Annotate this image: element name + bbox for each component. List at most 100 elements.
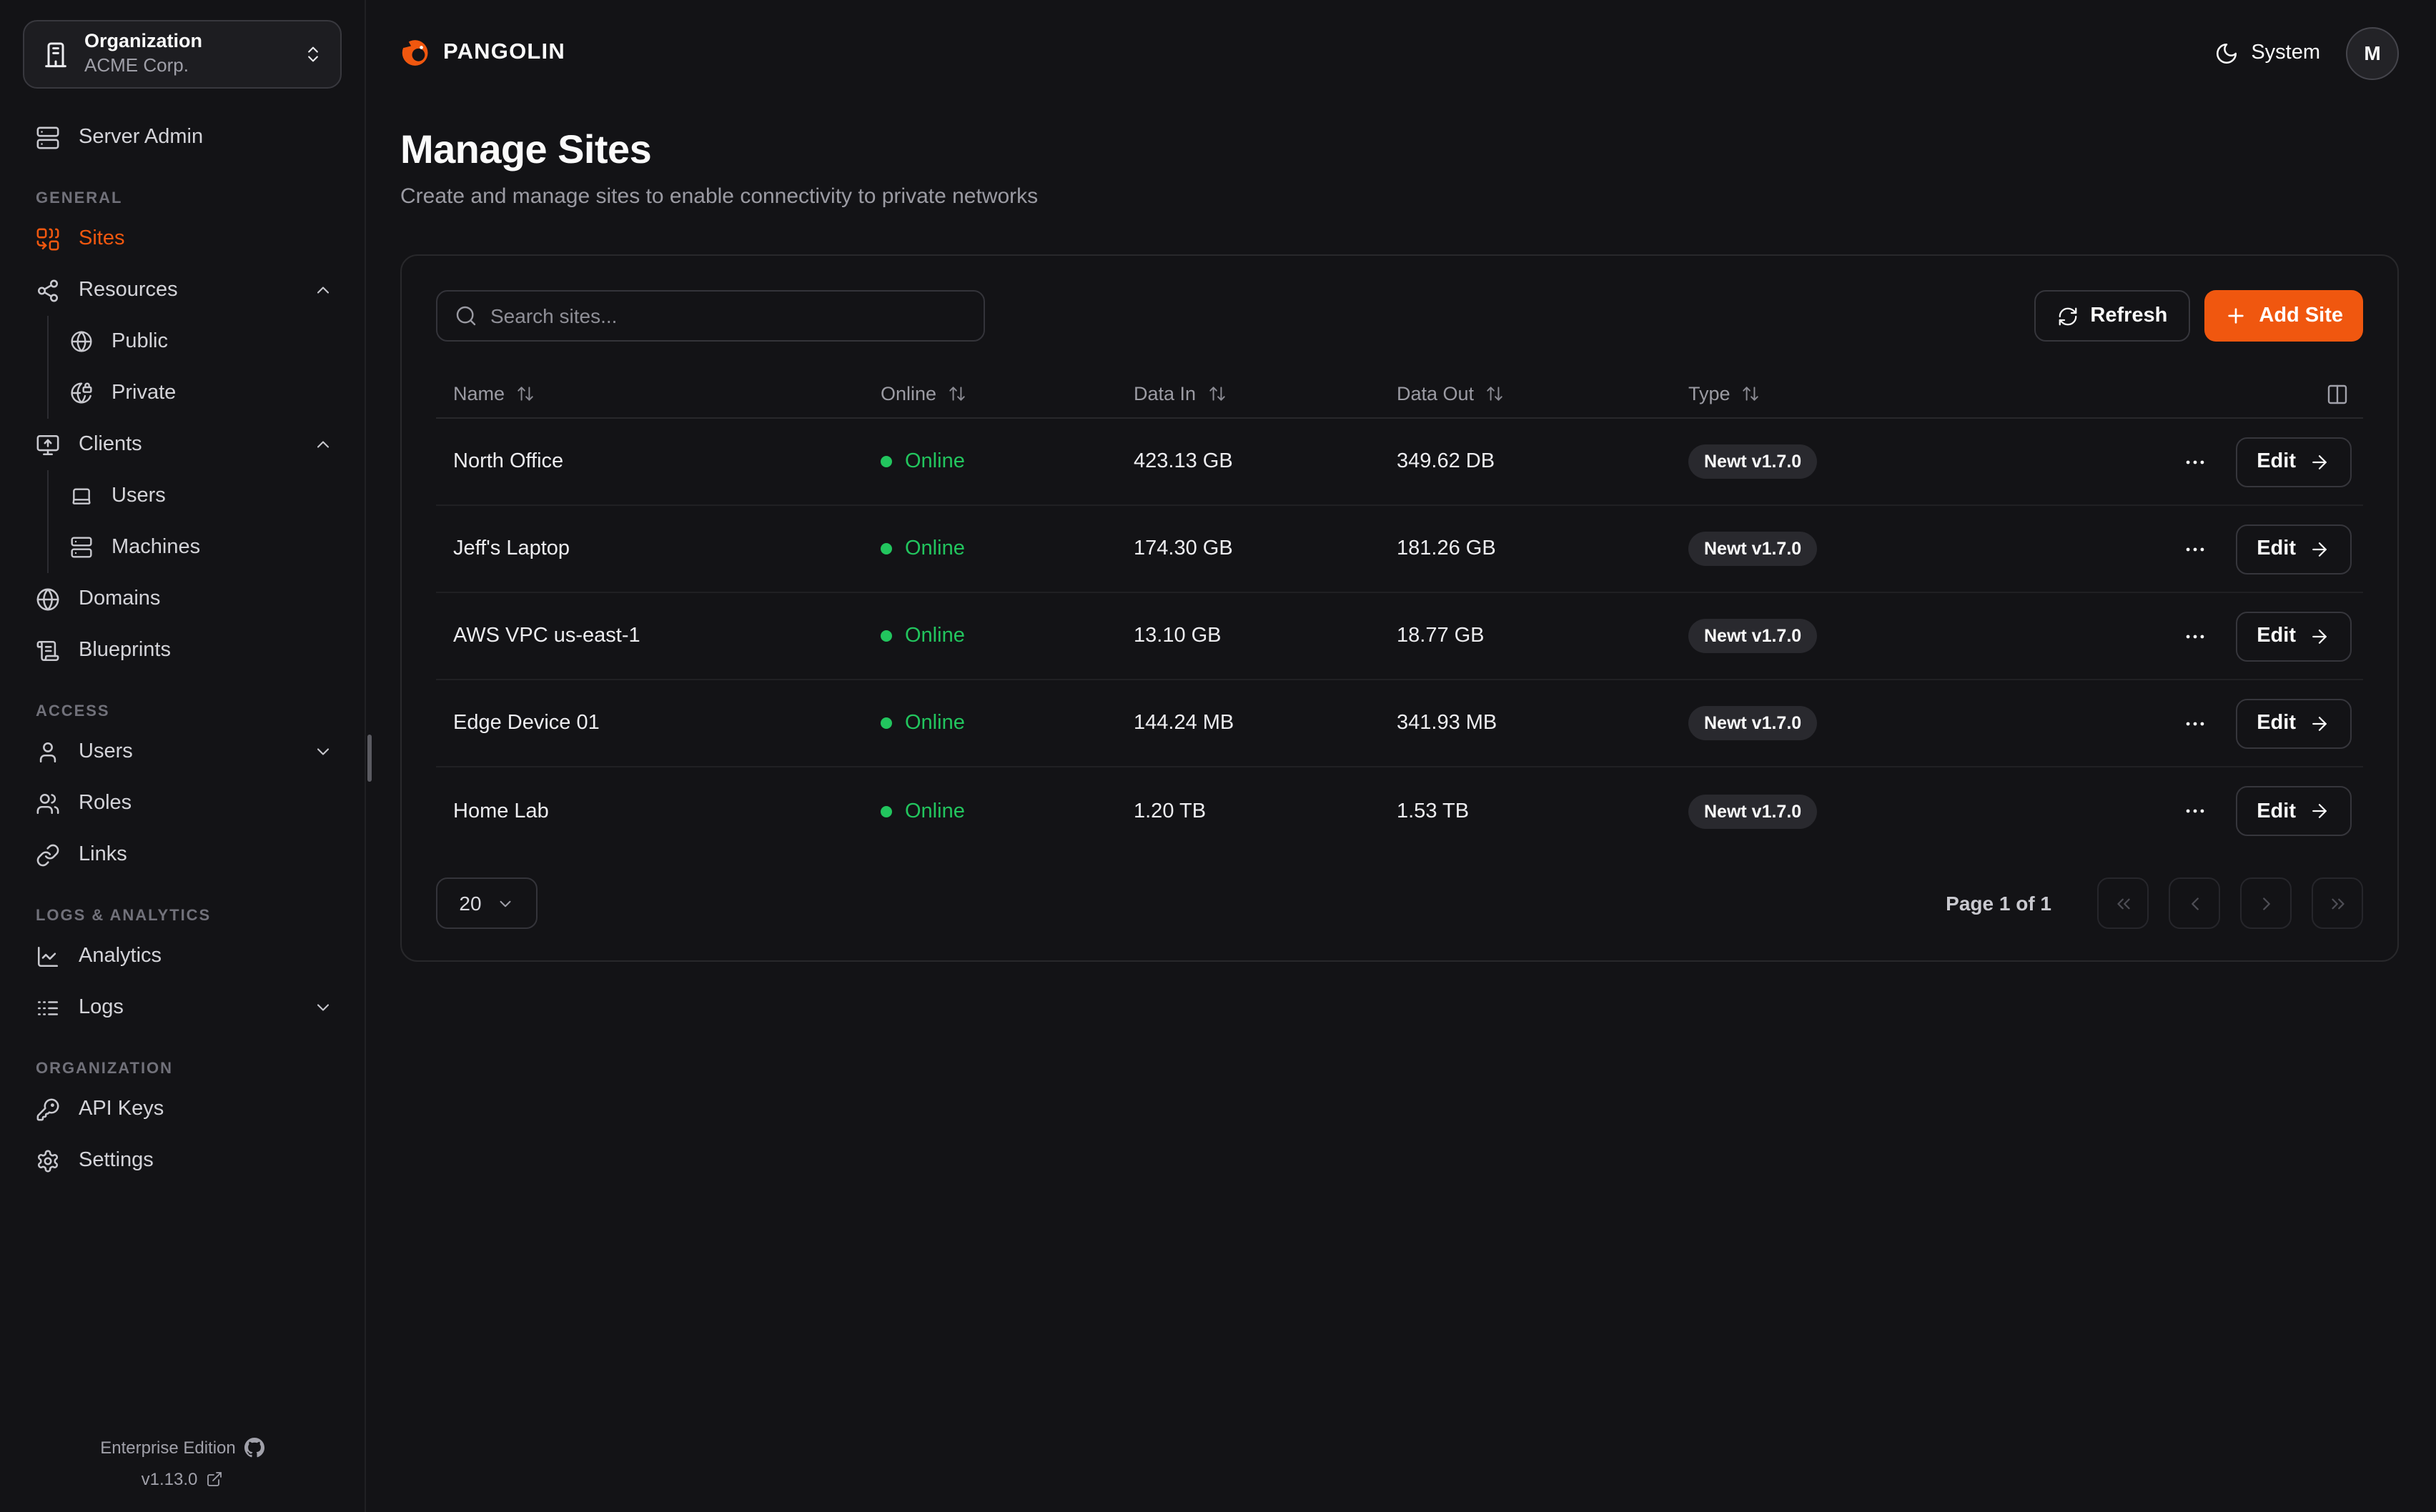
column-visibility-button[interactable] bbox=[2326, 382, 2349, 405]
row-menu-button[interactable] bbox=[2177, 531, 2212, 567]
online-dot bbox=[881, 630, 892, 642]
sidebar-nav: Server Admin GENERAL Sites Resources Pub… bbox=[0, 89, 365, 1512]
edit-button[interactable]: Edit bbox=[2235, 524, 2352, 574]
avatar[interactable]: M bbox=[2346, 26, 2399, 79]
chevron-up-icon bbox=[313, 434, 333, 454]
theme-toggle[interactable]: System bbox=[2214, 41, 2320, 65]
site-status: Online bbox=[863, 625, 1116, 647]
org-switcher-label: Organization bbox=[84, 30, 203, 52]
column-header-type[interactable]: Type bbox=[1671, 383, 2014, 404]
sidebar-item-blueprints[interactable]: Blueprints bbox=[0, 625, 365, 676]
site-data-in: 1.20 TB bbox=[1134, 800, 1207, 822]
sidebar-item-server-admin[interactable]: Server Admin bbox=[0, 111, 365, 163]
page-size-select[interactable]: 20 bbox=[436, 877, 538, 929]
pangolin-logo bbox=[400, 37, 432, 69]
site-status: Online bbox=[863, 450, 1116, 473]
type-badge: Newt v1.7.0 bbox=[1688, 794, 1818, 828]
column-header-name[interactable]: Name bbox=[436, 383, 863, 404]
refresh-button[interactable]: Refresh bbox=[2034, 290, 2191, 342]
site-name: Edge Device 01 bbox=[453, 712, 600, 735]
table-body: North Office Online 423.13 GB 349.62 DB … bbox=[436, 419, 2363, 855]
chevrons-up-down-icon bbox=[303, 44, 323, 64]
row-menu-button[interactable] bbox=[2177, 618, 2212, 654]
org-switcher[interactable]: Organization ACME Corp. bbox=[23, 20, 342, 89]
sidebar-item-client-users[interactable]: Users bbox=[49, 470, 365, 522]
column-header-data-in[interactable]: Data In bbox=[1116, 383, 1380, 404]
online-dot bbox=[881, 543, 892, 554]
site-status: Online bbox=[863, 800, 1116, 822]
sidebar-item-logs[interactable]: Logs bbox=[0, 982, 365, 1033]
search-input[interactable] bbox=[490, 304, 966, 327]
add-site-button[interactable]: Add Site bbox=[2204, 290, 2363, 342]
row-menu-button[interactable] bbox=[2177, 793, 2212, 829]
type-badge: Newt v1.7.0 bbox=[1688, 444, 1818, 479]
sidebar-item-links[interactable]: Links bbox=[0, 829, 365, 880]
sidebar-item-machines[interactable]: Machines bbox=[49, 522, 365, 573]
sidebar-resize-handle[interactable] bbox=[367, 735, 372, 782]
arrow-right-icon bbox=[2309, 538, 2330, 559]
sidebar-item-private[interactable]: Private bbox=[49, 367, 365, 419]
sort-icon bbox=[516, 384, 535, 403]
sort-icon bbox=[1207, 384, 1226, 403]
edit-button[interactable]: Edit bbox=[2235, 786, 2352, 836]
previous-page-button[interactable] bbox=[2169, 877, 2220, 929]
sidebar-item-domains[interactable]: Domains bbox=[0, 573, 365, 625]
edit-button[interactable]: Edit bbox=[2235, 611, 2352, 661]
arrow-right-icon bbox=[2309, 451, 2330, 472]
server-icon bbox=[36, 125, 60, 149]
sidebar-item-sites[interactable]: Sites bbox=[0, 213, 365, 264]
arrow-right-icon bbox=[2309, 800, 2330, 822]
site-status: Online bbox=[863, 537, 1116, 560]
site-name: North Office bbox=[453, 450, 564, 473]
site-data-out: 18.77 GB bbox=[1397, 625, 1485, 647]
sidebar-item-analytics[interactable]: Analytics bbox=[0, 930, 365, 982]
sidebar-item-public[interactable]: Public bbox=[49, 316, 365, 367]
list-icon bbox=[36, 995, 60, 1020]
sidebar-item-roles[interactable]: Roles bbox=[0, 777, 365, 829]
sidebar-item-clients[interactable]: Clients bbox=[0, 419, 365, 470]
section-label-access: ACCESS bbox=[36, 703, 110, 720]
topbar: PANGOLIN System M bbox=[400, 0, 2399, 84]
chevron-down-icon bbox=[496, 894, 515, 912]
type-badge: Newt v1.7.0 bbox=[1688, 706, 1818, 740]
table-row: AWS VPC us-east-1 Online 13.10 GB 18.77 … bbox=[436, 593, 2363, 680]
table-row: Home Lab Online 1.20 TB 1.53 TB Newt v1.… bbox=[436, 767, 2363, 855]
next-page-button[interactable] bbox=[2240, 877, 2292, 929]
online-dot bbox=[881, 805, 892, 817]
site-name: Home Lab bbox=[453, 800, 549, 822]
scroll-text-icon bbox=[36, 638, 60, 662]
site-data-in: 144.24 MB bbox=[1134, 712, 1234, 735]
section-label-general: GENERAL bbox=[36, 190, 123, 207]
chevron-down-icon bbox=[313, 742, 333, 762]
sidebar-item-settings[interactable]: Settings bbox=[0, 1135, 365, 1186]
page-title: Manage Sites bbox=[400, 127, 652, 171]
online-dot bbox=[881, 456, 892, 467]
sidebar-item-users[interactable]: Users bbox=[0, 726, 365, 777]
globe-icon bbox=[70, 330, 93, 353]
edit-button[interactable]: Edit bbox=[2235, 437, 2352, 487]
column-header-data-out[interactable]: Data Out bbox=[1380, 383, 1671, 404]
site-data-out: 1.53 TB bbox=[1397, 800, 1470, 822]
online-dot bbox=[881, 717, 892, 729]
building-icon bbox=[41, 40, 70, 69]
row-menu-button[interactable] bbox=[2177, 705, 2212, 741]
last-page-button[interactable] bbox=[2312, 877, 2363, 929]
search-box[interactable] bbox=[436, 290, 985, 342]
users-icon bbox=[36, 791, 60, 815]
site-data-in: 174.30 GB bbox=[1134, 537, 1233, 560]
first-page-button[interactable] bbox=[2097, 877, 2149, 929]
row-menu-button[interactable] bbox=[2177, 444, 2212, 479]
site-data-in: 423.13 GB bbox=[1134, 450, 1233, 473]
edit-button[interactable]: Edit bbox=[2235, 698, 2352, 748]
sidebar-item-api-keys[interactable]: API Keys bbox=[0, 1083, 365, 1135]
column-header-online[interactable]: Online bbox=[863, 383, 1116, 404]
version-link[interactable]: v1.13.0 bbox=[0, 1463, 365, 1495]
site-status: Online bbox=[863, 712, 1116, 735]
link-icon bbox=[36, 842, 60, 867]
page-info: Page 1 of 1 bbox=[1946, 892, 2051, 915]
site-name: AWS VPC us-east-1 bbox=[453, 625, 640, 647]
chevron-down-icon bbox=[313, 998, 333, 1018]
edition-link[interactable]: Enterprise Edition bbox=[0, 1432, 365, 1463]
sidebar-item-resources[interactable]: Resources bbox=[0, 264, 365, 316]
